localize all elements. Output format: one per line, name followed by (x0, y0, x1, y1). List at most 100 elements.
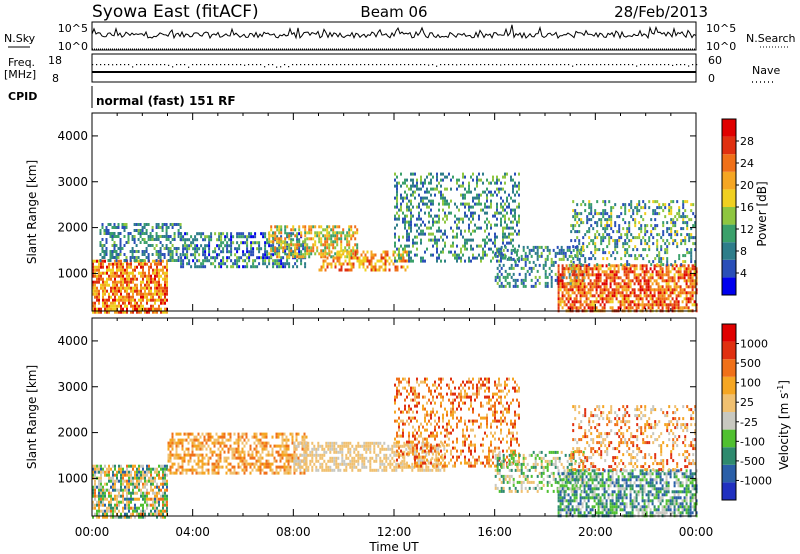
data-cell (234, 247, 237, 251)
nave-point (568, 64, 570, 66)
data-cell (366, 265, 369, 269)
data-cell (578, 257, 581, 261)
data-cell (122, 476, 124, 480)
data-cell (432, 238, 434, 242)
data-cell (140, 280, 142, 284)
data-cell (326, 225, 329, 229)
mhz-label: [MHz] (4, 68, 36, 81)
data-cell (238, 247, 241, 251)
data-cell (227, 456, 230, 460)
data-cell (108, 500, 110, 504)
data-cell (212, 250, 215, 254)
data-cell (134, 307, 136, 311)
data-cell (683, 291, 686, 295)
data-cell (147, 259, 150, 262)
nave-point (112, 64, 114, 66)
data-cell (136, 476, 138, 480)
data-cell (166, 310, 168, 314)
data-cell (126, 482, 128, 486)
data-cell (213, 438, 216, 442)
data-cell (426, 190, 428, 194)
data-cell (655, 270, 658, 274)
data-cell (186, 238, 189, 242)
data-cell (669, 291, 672, 295)
data-cell (428, 211, 430, 215)
data-cell (645, 294, 648, 298)
data-cell (637, 288, 640, 292)
data-cell (332, 256, 335, 260)
data-cell (138, 292, 140, 296)
data-cell (512, 244, 514, 248)
data-cell (424, 259, 426, 263)
data-cell (649, 285, 652, 289)
data-cell (128, 473, 130, 477)
nave-point (420, 64, 422, 66)
nave-point (436, 65, 438, 67)
data-cell (512, 208, 514, 212)
colorbar-tick-label: 28 (740, 135, 754, 148)
data-cell (432, 199, 434, 203)
data-cell (237, 438, 240, 442)
data-cell (144, 307, 146, 311)
data-cell (271, 468, 274, 472)
data-cell (118, 268, 120, 272)
data-cell (344, 234, 347, 238)
data-cell (100, 271, 102, 275)
data-cell (250, 235, 253, 239)
data-cell (108, 283, 110, 287)
data-cell (207, 468, 210, 472)
data-cell (653, 300, 656, 304)
data-cell (126, 298, 128, 302)
data-cell (157, 235, 160, 238)
data-cell (661, 276, 664, 280)
data-cell (354, 256, 357, 260)
data-cell (360, 253, 363, 257)
y-tick-label: 3000 (57, 175, 88, 189)
colorbar-swatch (722, 224, 736, 243)
data-cell (258, 256, 261, 260)
data-cell (599, 273, 602, 277)
data-cell (609, 300, 612, 304)
data-cell (211, 465, 214, 469)
data-cell (618, 224, 621, 228)
data-cell (141, 253, 144, 256)
data-cell (434, 187, 436, 191)
data-cell (609, 282, 612, 286)
data-cell (126, 271, 128, 275)
nave-point (544, 64, 546, 66)
data-cell (96, 292, 98, 296)
data-cell (306, 246, 309, 250)
data-cell (257, 456, 260, 460)
data-cell (609, 276, 612, 280)
data-cell (181, 471, 184, 475)
data-cell (217, 453, 220, 457)
data-cell (691, 273, 694, 277)
data-cell (603, 288, 606, 292)
data-cell (236, 232, 239, 236)
data-cell (605, 282, 608, 286)
data-cell (191, 441, 194, 445)
data-cell (191, 444, 194, 448)
data-cell (440, 250, 442, 254)
data-cell (554, 278, 557, 282)
data-cell (366, 259, 369, 263)
data-cell (595, 276, 598, 280)
data-cell (150, 307, 152, 311)
data-cell (602, 200, 605, 204)
data-cell (556, 245, 559, 249)
data-cell (514, 211, 516, 215)
data-cell (132, 506, 134, 510)
data-cell (296, 252, 299, 256)
data-cell (111, 232, 114, 235)
data-cell (138, 289, 140, 293)
data-cell (476, 244, 478, 248)
data-cell (162, 479, 164, 483)
data-cell (540, 251, 543, 255)
data-cell (125, 259, 128, 262)
data-cell (684, 236, 687, 240)
data-cell (581, 270, 584, 274)
data-cell (454, 202, 456, 206)
data-cell (142, 509, 144, 513)
data-cell (394, 268, 397, 272)
data-cell (156, 482, 158, 486)
